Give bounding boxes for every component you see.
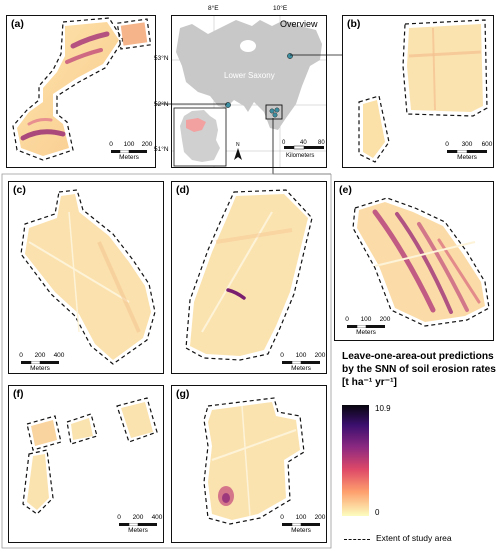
legend-min-value: 0 [375,508,380,517]
panel-d-map [185,189,313,361]
panel-a-label: (a) [11,18,24,30]
panel-b-scalebar: 0 300 600 Meters [445,141,493,161]
study-area-a-main-outline [12,17,124,161]
legend-extent-line [344,539,370,540]
overview-title: Overview [280,19,318,29]
svg-text:40: 40 [300,140,307,146]
panel-f-map [22,397,158,515]
panel-a: (a) 0 100 200 Meters [6,15,156,168]
study-area-f-3 [31,420,57,446]
overview-panel: Lower Saxony Overview N 0 40 80 Kilomete… [154,5,327,168]
panel-d-scalebar: 0 100 200 Meters [280,352,326,372]
legend-title: Leave-one-area-out predictions by the SN… [342,351,496,388]
panel-g: (g) 0 100 200 Meters [171,385,327,543]
site-marker-cluster-2 [274,107,280,113]
legend: Leave-one-area-out predictions by the SN… [334,348,500,554]
panel-f: (f) 0 200 400 Meters [8,385,164,543]
panel-c-map [20,189,156,365]
lon-tick-8: 8°E [208,5,219,12]
site-marker-cluster-1 [269,108,275,114]
lat-tick-51: 51°N [154,146,169,153]
study-area-a-small [120,22,148,46]
svg-text:80: 80 [318,140,325,146]
north-arrow-label: N [236,142,240,148]
panel-b: (b) 0 300 600 Meters [342,15,494,168]
panel-c-label: (c) [13,184,26,196]
panel-c: (c) 0 200 400 Meters [8,181,164,374]
study-area-b-main [407,24,483,112]
panel-c-scalebar: 0 200 400 Meters [19,352,65,372]
panel-b-label: (b) [347,18,361,30]
panel-e: (e) 0 100 200 Meters [334,181,494,341]
panel-b-map [358,19,488,163]
panel-a-map [12,17,152,161]
site-marker-a [225,102,231,108]
lat-tick-53: 53°N [154,55,169,62]
study-area-f-4 [27,454,49,510]
panel-d: (d) 0 100 200 Meters [171,181,327,374]
panel-g-scalebar: 0 100 200 Meters [280,514,326,534]
study-area-f-1 [121,402,153,438]
overview-map: Lower Saxony Overview N 0 40 80 Kilomete… [172,16,326,167]
lat-tick-52: 52°N [154,101,169,108]
panel-a-scalebar: 0 100 200 Meters [109,141,153,161]
panel-e-scalebar: 0 100 200 Meters [345,316,391,336]
lon-tick-10: 10°E [273,5,288,12]
study-area-a-main [17,22,119,156]
legend-max-value: 10.9 [375,404,391,413]
panel-d-label: (d) [176,184,190,196]
overview-region-label: Lower Saxony [224,71,275,80]
panel-g-map [203,397,305,525]
panel-e-map [352,197,490,327]
north-arrow-icon [234,148,242,160]
lower-saxony-highlight [186,118,206,132]
panel-f-scalebar: 0 200 400 Meters [117,514,163,534]
study-area-d [190,194,308,356]
lower-saxony-shape [176,20,322,130]
legend-extent-label: Extent of study area [376,533,452,543]
panel-e-label: (e) [339,184,352,196]
study-area-f-2 [71,418,93,440]
site-marker-b [287,53,293,59]
study-area-b-small [363,100,385,158]
panel-f-label: (f) [13,388,24,400]
legend-colorbar [342,405,369,516]
site-marker-cluster-3 [272,112,278,118]
svg-text:Kilometers: Kilometers [286,153,314,159]
panel-g-label: (g) [176,388,190,400]
svg-text:0: 0 [282,140,286,146]
